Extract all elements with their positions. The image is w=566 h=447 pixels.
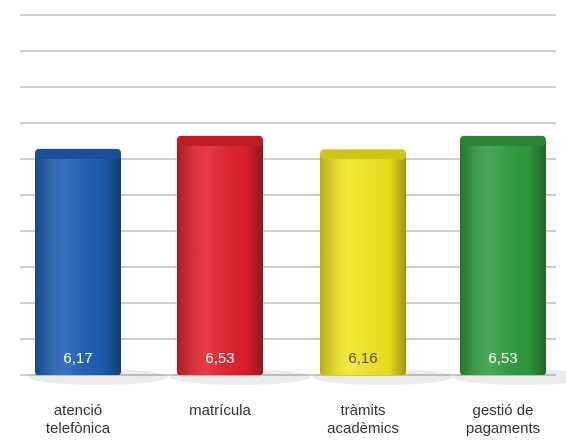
bar-top-shade — [320, 149, 406, 160]
bar-shade — [320, 153, 406, 375]
x-tick-label: gestió de pagaments — [465, 402, 541, 437]
x-tick-label: atenció telefònica — [45, 402, 111, 437]
bar-top-shade — [177, 135, 263, 146]
x-tick-label: tràmits acadèmics — [327, 402, 399, 437]
bar-shade — [460, 139, 546, 375]
bar-top — [177, 135, 263, 146]
bar-top — [35, 148, 121, 159]
bar-shade — [35, 152, 121, 375]
bar-top — [460, 135, 546, 146]
bar-top — [320, 149, 406, 160]
value-label: 6,17 — [63, 350, 92, 367]
x-tick-label: matrícula — [189, 402, 251, 419]
value-label: 6,53 — [205, 350, 234, 367]
value-label: 6,16 — [348, 350, 377, 367]
bar-top-shade — [460, 135, 546, 146]
bar-top-shade — [35, 148, 121, 159]
bar-shade — [177, 139, 263, 375]
value-label: 6,53 — [488, 350, 517, 367]
